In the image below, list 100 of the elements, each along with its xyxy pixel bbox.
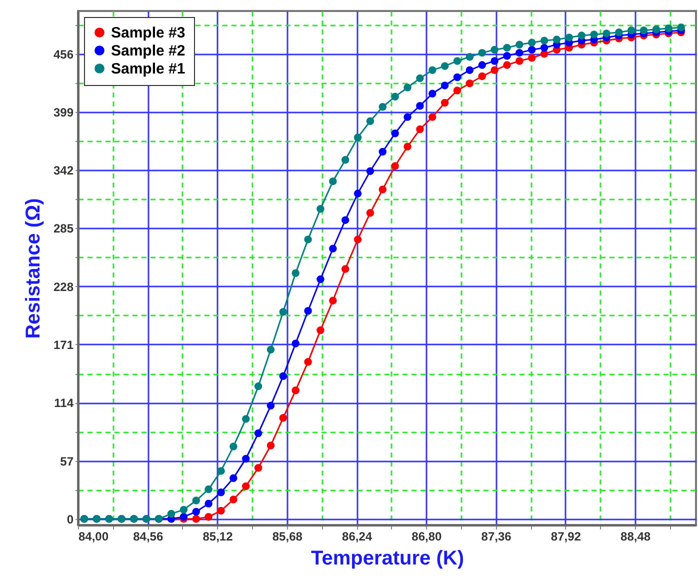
point [354,236,362,244]
point [230,474,238,482]
legend-label: Sample #3 [111,24,186,42]
point [565,34,574,42]
point [453,57,462,65]
x-tick-label: 85,68 [272,530,303,544]
point [528,38,536,46]
point [428,90,436,98]
y-tick-label: 456 [53,47,74,62]
point [192,515,200,523]
y-tick-label: 285 [53,222,74,236]
point [391,162,399,170]
point [503,52,511,60]
point [180,512,188,521]
point [428,113,436,121]
point [490,46,498,54]
point [204,512,212,521]
point [266,402,275,410]
point [664,24,673,32]
point [440,62,449,70]
point [528,46,536,54]
point [490,57,498,65]
point [366,167,374,175]
point [478,61,486,69]
point [552,36,561,44]
point [341,265,350,273]
point [404,84,412,92]
point [416,125,424,134]
y-tick-label: 0 [66,512,74,526]
x-tick-label: 86,80 [412,530,442,544]
point [378,148,387,156]
point [304,358,312,366]
point [516,40,524,49]
y-tick-label: 57 [60,454,74,468]
point [602,30,610,38]
point [540,36,548,44]
point [279,308,288,316]
point [627,26,636,34]
point [416,74,424,82]
point [266,442,275,450]
point [378,103,387,111]
point [391,92,399,101]
point [167,510,176,518]
point [316,326,324,334]
x-axis-title: Temperature (K) [311,548,464,570]
point [540,44,548,52]
point [590,30,598,38]
point [652,25,660,34]
point [466,80,474,88]
y-tick-label: 342 [53,164,74,178]
point [266,346,275,354]
point [366,209,374,217]
x-tick-label: 84,56 [133,530,164,544]
point [366,117,374,126]
point [528,54,536,62]
point [466,53,474,61]
point [503,44,511,52]
point [578,32,586,40]
point [453,86,462,94]
point [341,216,350,224]
y-tick-label: 171 [53,338,74,352]
point [230,496,238,504]
y-tick-label: 114 [54,396,74,410]
point [279,414,288,422]
point [404,142,412,151]
point [204,500,212,508]
point [391,130,399,138]
point [279,372,288,380]
point [254,464,262,472]
point [404,113,412,121]
point [180,506,188,514]
point [640,26,648,34]
point [254,429,262,438]
point [242,454,250,463]
point [304,306,312,315]
point [192,496,200,504]
x-tick-label: 84,00 [78,530,109,544]
point [440,82,449,90]
point [204,485,212,494]
y-tick-label: 399 [53,105,74,120]
point [329,296,337,304]
point [329,244,337,252]
point [304,236,312,244]
point [490,66,498,74]
point [316,204,324,213]
point [217,467,225,475]
x-tick-label: 87,92 [550,530,582,544]
point [354,190,362,198]
legend-label: Sample #1 [111,60,186,78]
point [292,386,300,394]
point [466,66,474,74]
point [440,98,449,107]
x-tick-label: 86,24 [342,530,372,544]
point [354,134,362,142]
legend-label: Sample #2 [111,42,186,60]
point [242,415,250,423]
y-axis-title: Resistance (Ω) [22,198,44,339]
point [217,506,225,515]
point [230,442,238,450]
point [341,156,350,164]
